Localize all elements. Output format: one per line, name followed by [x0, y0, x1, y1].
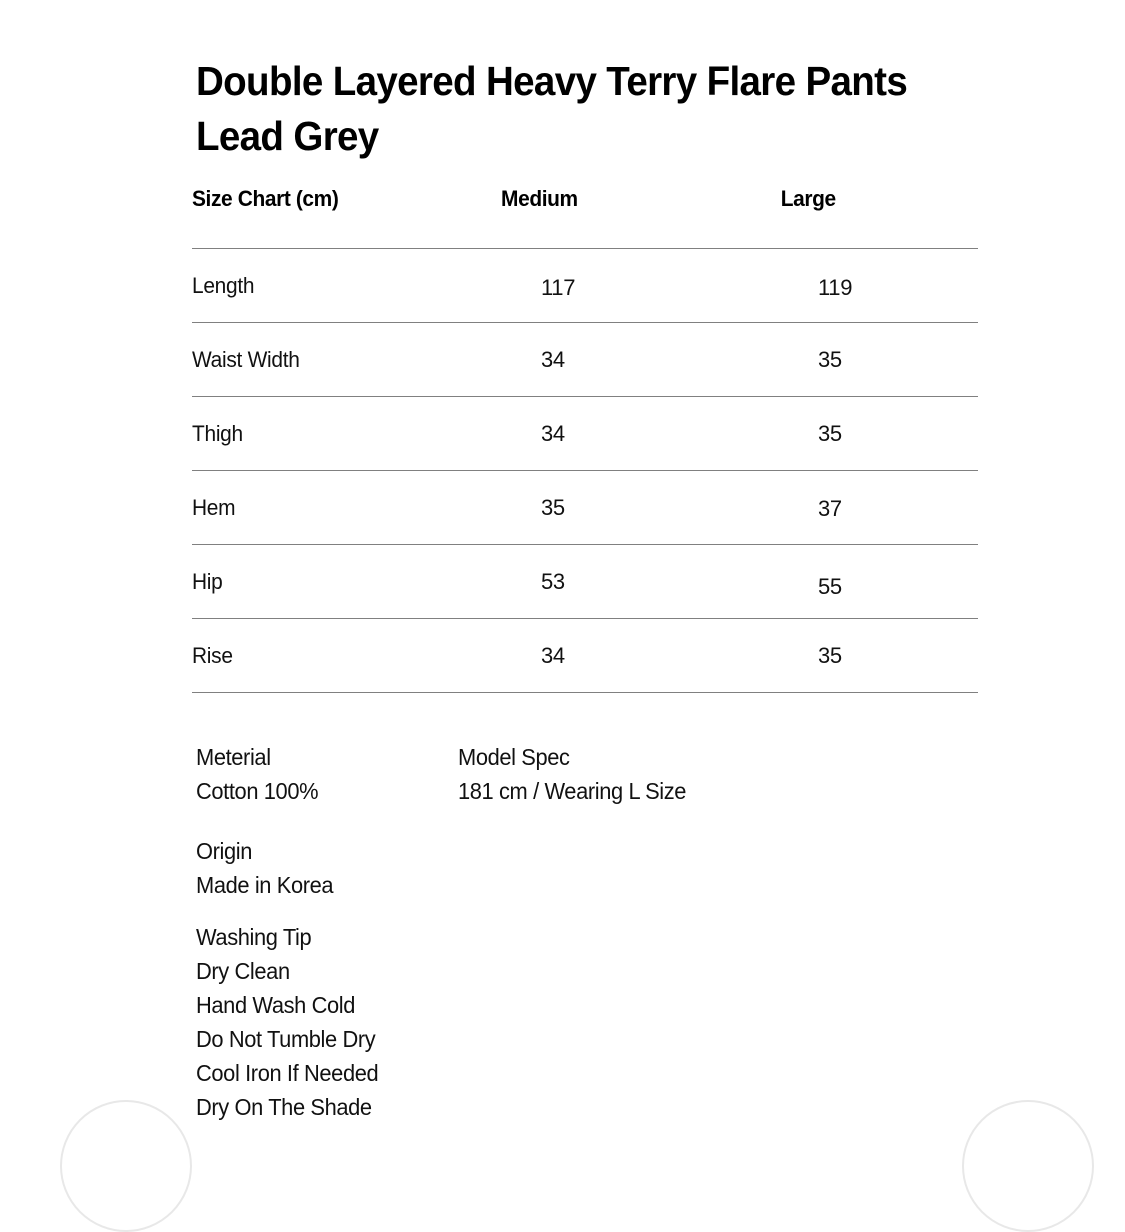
table-row: Hip 53 55 — [192, 544, 978, 619]
size-chart-table: Size Chart (cm) Medium Large Length 117 … — [192, 186, 978, 693]
size-chart-header-row: Size Chart (cm) Medium Large — [192, 186, 978, 249]
row-medium-waist-width: 34 — [541, 346, 565, 372]
row-medium-thigh: 34 — [541, 420, 565, 446]
page-title-line-2: Lead Grey — [196, 113, 379, 160]
table-row: Thigh 34 35 — [192, 396, 978, 471]
origin-heading: Origin — [196, 838, 253, 864]
row-medium-length: 117 — [541, 274, 576, 300]
row-large-waist-width: 35 — [818, 346, 842, 372]
table-row: Waist Width 34 35 — [192, 322, 978, 397]
table-row: Rise 34 35 — [192, 618, 978, 693]
page-title-line-1: Double Layered Heavy Terry Flare Pants — [196, 58, 908, 105]
table-row: Hem 35 37 — [192, 470, 978, 545]
column-header-large: Large — [780, 186, 836, 211]
washing-tip-line: Dry Clean — [196, 958, 290, 984]
info-block-washing-tip: Washing Tip Dry Clean Hand Wash Cold Do … — [196, 920, 379, 1124]
row-large-thigh: 35 — [818, 420, 842, 446]
model-spec-heading: Model Spec — [458, 744, 570, 770]
washing-tip-line: Do Not Tumble Dry — [196, 1026, 376, 1052]
decorative-arc-bottom-left — [60, 1100, 192, 1232]
washing-tip-line: Cool Iron If Needed — [196, 1060, 379, 1086]
row-label-waist-width: Waist Width — [192, 346, 300, 372]
row-medium-hip: 53 — [541, 568, 565, 594]
column-header-size-chart: Size Chart (cm) — [192, 186, 339, 211]
row-large-rise: 35 — [818, 642, 842, 668]
row-medium-hem: 35 — [541, 494, 565, 520]
row-label-length: Length — [192, 272, 255, 298]
decorative-arc-bottom-right — [962, 1100, 1094, 1232]
origin-value: Made in Korea — [196, 872, 334, 898]
row-large-hem: 37 — [818, 495, 842, 521]
row-label-thigh: Thigh — [192, 420, 243, 446]
row-large-length: 119 — [818, 274, 853, 300]
row-label-hip: Hip — [192, 568, 223, 594]
table-row: Length 117 119 — [192, 248, 978, 323]
row-medium-rise: 34 — [541, 642, 565, 668]
row-large-hip: 55 — [818, 573, 842, 599]
row-label-rise: Rise — [192, 642, 233, 668]
info-block-material: Meterial Cotton 100% — [196, 740, 319, 808]
washing-tip-line: Hand Wash Cold — [196, 992, 356, 1018]
washing-tip-line: Dry On The Shade — [196, 1094, 372, 1120]
page-title: Double Layered Heavy Terry Flare Pants L… — [196, 54, 939, 164]
info-block-model-spec: Model Spec 181 cm / Wearing L Size — [458, 740, 686, 808]
model-spec-value: 181 cm / Wearing L Size — [458, 778, 687, 804]
info-block-origin: Origin Made in Korea — [196, 834, 334, 902]
material-value: Cotton 100% — [196, 778, 319, 804]
column-header-medium: Medium — [501, 186, 578, 211]
row-label-hem: Hem — [192, 494, 236, 520]
material-heading: Meterial — [196, 744, 271, 770]
washing-tip-heading: Washing Tip — [196, 924, 312, 950]
